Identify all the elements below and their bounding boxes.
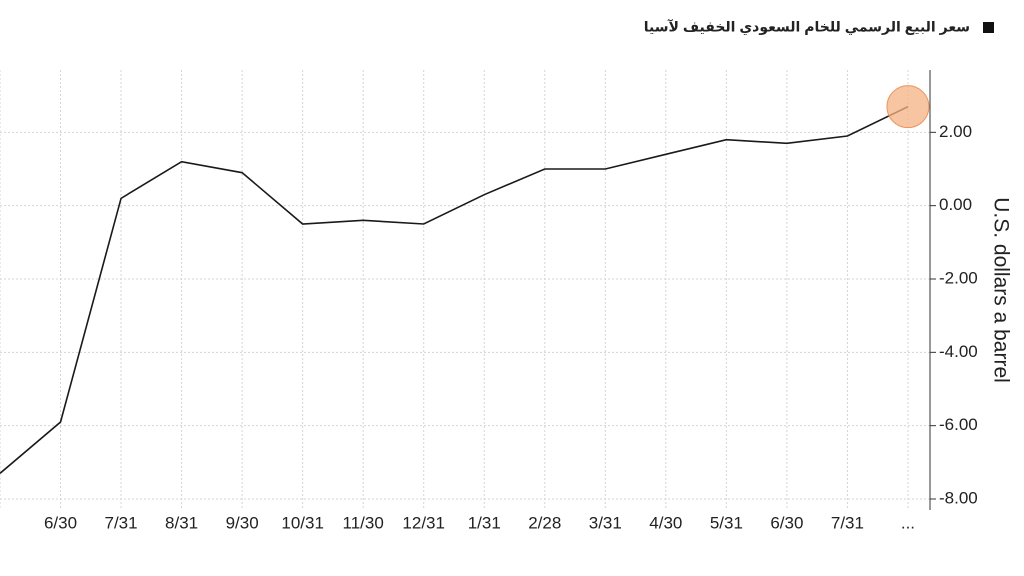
x-tick-label: 2/28 [528, 513, 561, 532]
legend-title: سعر البيع الرسمي للخام السعودي الخفيف لآ… [644, 19, 970, 37]
y-tick-label: -4.00 [939, 342, 978, 361]
x-tick-label: 10/31 [281, 513, 324, 532]
x-tick-label: 6/30 [770, 513, 803, 532]
x-tick-label: 3/31 [589, 513, 622, 532]
x-tick-label: 9/30 [226, 513, 259, 532]
x-tick-label: 12/31 [402, 513, 445, 532]
x-tick-label: 7/31 [831, 513, 864, 532]
y-tick-label: 0.00 [939, 195, 972, 214]
line [0, 105, 909, 474]
x-tick-label: 4/30 [649, 513, 682, 532]
legend-swatch [983, 22, 994, 33]
x-tick-label: 7/31 [105, 513, 138, 532]
y-tick-label: -6.00 [939, 415, 978, 434]
x-tick-label: 8/31 [165, 513, 198, 532]
y-tick-label: 2.00 [939, 122, 972, 141]
y-axis-label: U.S. dollars a barrel [989, 197, 1012, 383]
y-tick-label: -2.00 [939, 268, 978, 287]
x-tick-label: 1/31 [468, 513, 501, 532]
y-tick-label: -8.00 [939, 488, 978, 507]
x-tick-label: 6/30 [44, 513, 77, 532]
x-tick-label: ... [901, 513, 915, 532]
x-tick-label: 5/31 [710, 513, 743, 532]
highlight-marker [886, 85, 930, 129]
x-tick-label: 11/30 [343, 513, 384, 532]
